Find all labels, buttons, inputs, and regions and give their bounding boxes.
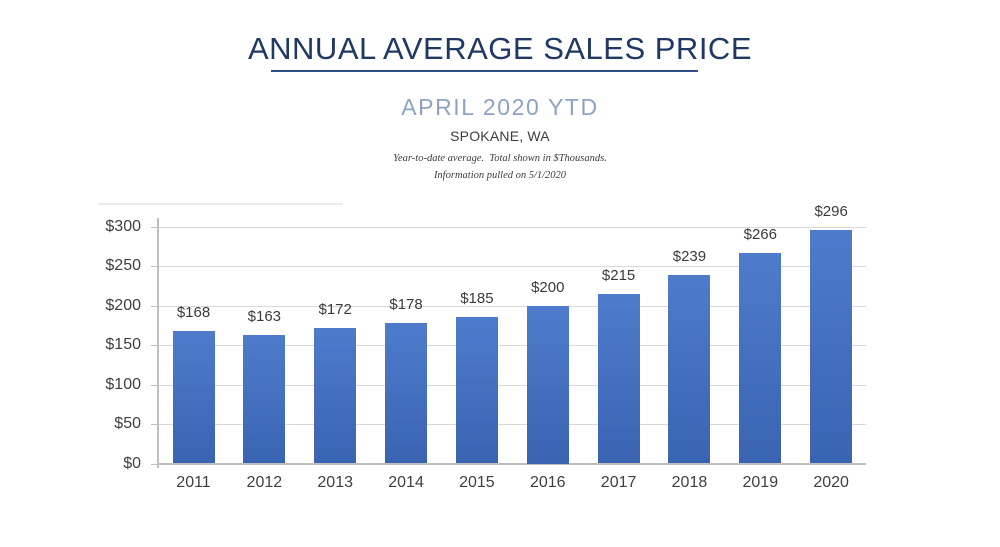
y-axis-line [157,218,159,468]
bar [455,317,498,464]
x-tick-label: 2016 [529,474,566,491]
note-line-2: Information pulled on 5/1/2020 [433,170,567,181]
x-tick-label: 2011 [176,474,211,491]
bar-value-label: $185 [460,290,494,308]
x-tick-label: 2012 [246,474,283,491]
bar [668,274,711,464]
gridline [157,345,866,346]
y-tick-label: $200 [105,296,141,314]
chart-title: ANNUAL AVERAGE SALES PRICE [247,31,752,66]
decorative-line [98,203,343,205]
bar-value-label: $168 [176,303,211,321]
bar-value-label: $215 [601,266,636,284]
y-tick-label: $100 [105,375,141,393]
y-axis-tick [151,424,157,425]
chart-subtitle: APRIL 2020 YTD [401,94,599,120]
y-tick-label: $0 [123,454,141,472]
bar-value-label: $239 [672,247,707,265]
gridline [157,384,866,386]
y-axis-tick [151,463,157,465]
gridline [157,226,866,228]
x-axis-line [157,462,866,465]
y-axis-tick [151,345,157,346]
y-axis-tick [151,384,157,386]
bar-value-label: $296 [814,202,848,220]
y-tick-label: $300 [105,217,141,235]
bar [597,293,640,464]
bar [243,334,286,464]
x-tick-label: 2014 [388,474,424,491]
note-line-1: Year-to-date average. Total shown in $Th… [393,153,607,164]
x-tick-label: 2015 [459,474,495,491]
bar-value-label: $163 [247,307,282,325]
y-axis-tick [151,266,157,267]
bar-value-label: $266 [743,226,777,244]
gridline [157,424,866,425]
bar [739,253,782,464]
y-tick-label: $50 [114,415,141,432]
bar-value-label: $172 [318,300,352,318]
bar-value-label: $178 [389,295,423,313]
gridline [157,266,866,267]
title-underline [271,70,698,72]
x-tick-label: 2020 [813,474,849,491]
bar [526,305,569,464]
y-tick-label: $250 [105,257,141,274]
gridline [157,305,866,307]
y-axis-tick [151,226,157,228]
bar [314,327,357,464]
y-tick-label: $150 [105,336,141,353]
x-tick-label: 2018 [671,474,708,491]
x-tick-label: 2013 [317,474,353,491]
bar-value-label: $200 [531,278,565,296]
y-axis-tick [151,305,157,307]
chart-location: SPOKANE, WA [450,128,550,144]
bar [385,322,428,464]
x-tick-label: 2019 [742,474,779,491]
bar [810,229,853,464]
x-tick-label: 2017 [600,474,637,491]
bar [172,330,215,464]
